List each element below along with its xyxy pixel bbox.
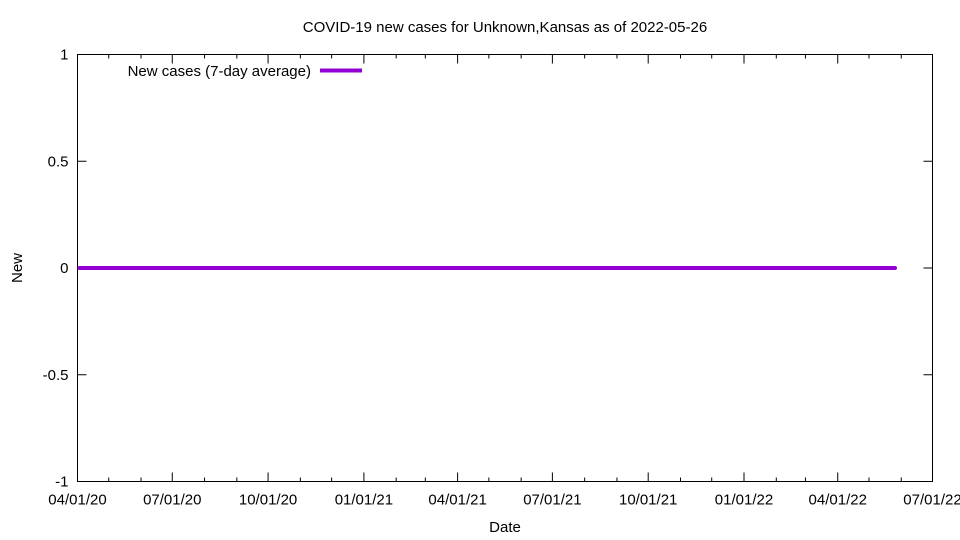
y-tick-label: 0.5 — [48, 153, 69, 170]
x-tick-label: 10/01/21 — [619, 492, 677, 509]
x-tick-label: 04/01/22 — [809, 492, 867, 509]
y-tick-label: 0 — [60, 260, 68, 277]
y-axis: -1 -0.5 0 0.5 1 — [43, 47, 933, 491]
chart-title: COVID-19 new cases for Unknown,Kansas as… — [303, 19, 707, 36]
x-axis-label: Date — [489, 519, 521, 536]
x-tick-label: 07/01/22 — [903, 492, 960, 509]
x-tick-label: 01/01/21 — [335, 492, 393, 509]
y-tick-label: 1 — [60, 47, 68, 64]
x-tick-label: 04/01/20 — [48, 492, 106, 509]
x-tick-label: 04/01/21 — [428, 492, 486, 509]
y-tick-label: -0.5 — [43, 367, 69, 384]
y-axis-label: New — [9, 253, 26, 283]
x-tick-label: 10/01/20 — [239, 492, 297, 509]
x-axis: 04/01/20 07/01/20 10/01/20 01/01/21 04/01/21… — [48, 54, 960, 509]
x-tick-label: 01/01/22 — [715, 492, 773, 509]
legend: New cases (7-day average) — [128, 63, 362, 80]
x-tick-label: 07/01/21 — [523, 492, 581, 509]
y-tick-label: -1 — [55, 474, 68, 491]
legend-label: New cases (7-day average) — [128, 63, 311, 80]
x-tick-label: 07/01/20 — [143, 492, 201, 509]
